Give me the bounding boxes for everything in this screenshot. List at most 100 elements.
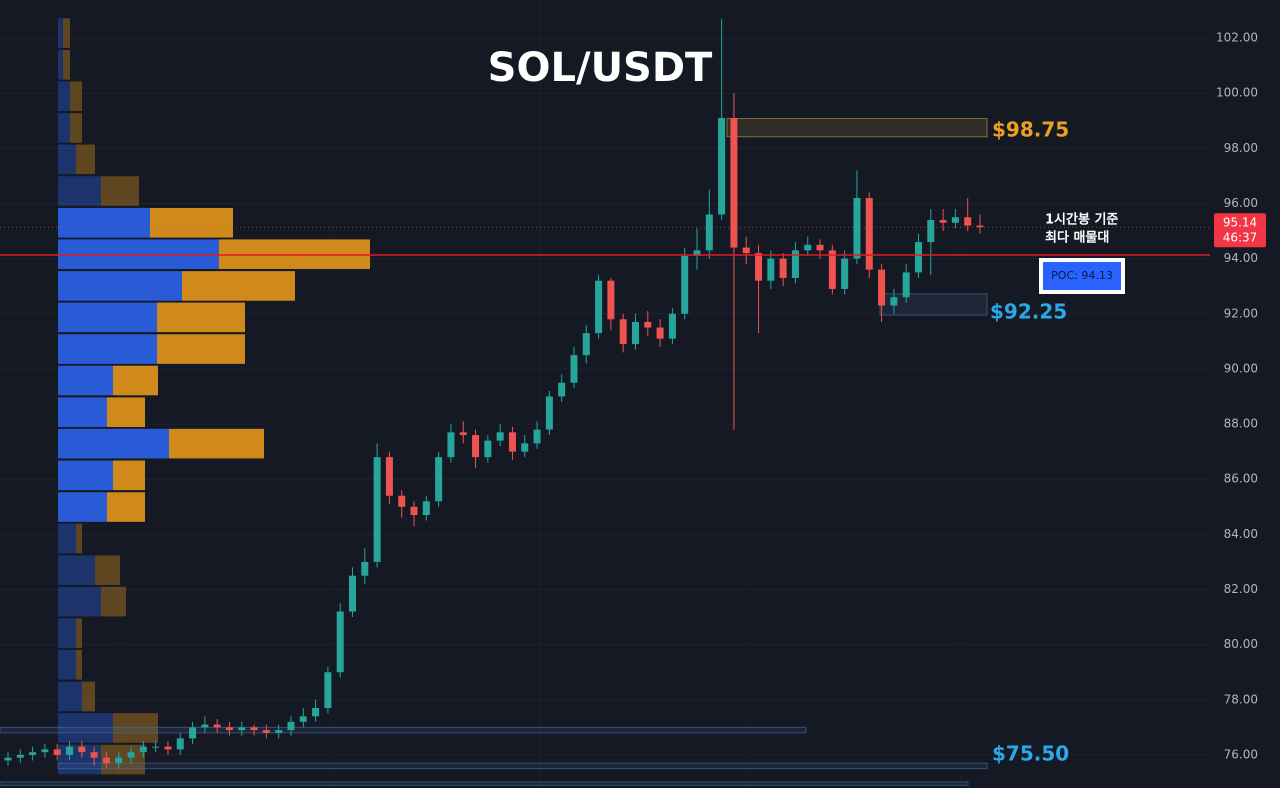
price-tag-countdown: 46:37 — [1223, 231, 1258, 245]
y-tick-label: 102.00 — [1216, 31, 1258, 45]
price-zone — [726, 118, 988, 138]
price-zone — [0, 726, 807, 734]
profile-buy — [58, 397, 107, 427]
chart-title: SOL/USDT — [488, 45, 713, 91]
candle-body — [447, 432, 455, 458]
price-zone — [0, 781, 969, 786]
profile-buy — [58, 681, 82, 712]
profile-sell — [101, 586, 126, 617]
candle-body — [324, 672, 332, 709]
candle-body — [250, 727, 258, 731]
profile-sell — [219, 239, 370, 270]
candle-body — [533, 429, 541, 444]
profile-buy — [58, 176, 101, 206]
profile-sell — [70, 113, 82, 143]
candle-body — [755, 253, 763, 281]
y-tick-label: 100.00 — [1216, 86, 1258, 100]
profile-buy — [58, 523, 76, 554]
candle-body — [4, 757, 12, 761]
candle-body — [828, 250, 836, 289]
y-tick-label: 80.00 — [1224, 637, 1258, 651]
candle-body — [435, 457, 443, 502]
profile-buy — [58, 492, 107, 522]
profile-sell — [182, 271, 295, 301]
profile-sell — [169, 428, 264, 459]
candle-body — [201, 724, 209, 728]
candle-body — [262, 730, 270, 733]
y-tick-label: 84.00 — [1224, 527, 1258, 541]
profile-buy — [58, 81, 70, 112]
profile-sell — [76, 144, 95, 175]
candle-body — [607, 280, 615, 320]
profile-buy — [58, 144, 76, 175]
profile-sell — [82, 681, 95, 712]
note-line: 최다 매물대 — [1045, 230, 1109, 246]
candle-body — [459, 432, 467, 436]
candle-body — [914, 242, 922, 273]
profile-buy — [58, 555, 95, 585]
profile-sell — [107, 397, 145, 427]
candle-body — [878, 269, 886, 306]
profile-sell — [76, 649, 82, 680]
candle-body — [336, 611, 344, 673]
candle-body — [115, 757, 123, 764]
profile-sell — [63, 18, 70, 48]
candle-body — [816, 244, 824, 251]
price-annotation: $75.50 — [992, 742, 1069, 766]
candle-body — [656, 327, 664, 339]
candle-body — [410, 506, 418, 516]
candle-body — [693, 250, 701, 256]
profile-sell — [113, 713, 158, 743]
candle-body — [582, 333, 590, 356]
y-tick-label: 96.00 — [1224, 196, 1258, 210]
y-tick-label: 88.00 — [1224, 417, 1258, 431]
candle-body — [964, 217, 972, 226]
zones — [0, 118, 988, 786]
candle-body — [213, 724, 221, 728]
candle-body — [939, 220, 947, 223]
profile-buy — [58, 586, 101, 617]
candle-body — [66, 746, 74, 755]
candle-body — [164, 746, 172, 750]
candle-body — [631, 322, 639, 345]
candle-body — [53, 749, 61, 755]
profile-sell — [113, 460, 145, 491]
candle-body — [29, 752, 37, 755]
y-tick-label: 76.00 — [1224, 747, 1258, 761]
candle-body — [791, 250, 799, 278]
candle-body — [422, 501, 430, 516]
y-tick-label: 90.00 — [1224, 361, 1258, 375]
candle-body — [853, 197, 861, 259]
candle-body — [976, 225, 984, 228]
candle-body — [705, 214, 713, 251]
candle-body — [619, 319, 627, 345]
profile-sell — [101, 176, 139, 206]
candle-body — [804, 244, 812, 251]
candle-body — [385, 457, 393, 496]
candle-body — [139, 746, 147, 753]
candles — [4, 18, 984, 769]
profile-buy — [58, 428, 169, 459]
candle-body — [299, 716, 307, 722]
y-tick-label: 86.00 — [1224, 472, 1258, 486]
profile-sell — [76, 618, 82, 649]
profile-sell — [70, 81, 82, 112]
candle-body — [890, 297, 898, 306]
candle-body — [189, 727, 197, 739]
candle-body — [275, 730, 283, 733]
poc-box — [1043, 262, 1121, 290]
price-tag-value: 95.14 — [1223, 216, 1257, 230]
candle-body — [312, 708, 320, 717]
candle-body — [127, 752, 135, 758]
candle-body — [361, 561, 369, 576]
y-tick-label: 92.00 — [1224, 306, 1258, 320]
candle-body — [841, 258, 849, 289]
candle-body — [718, 118, 726, 215]
candle-body — [78, 746, 86, 753]
y-tick-label: 78.00 — [1224, 692, 1258, 706]
candle-body — [90, 752, 98, 758]
candle-body — [545, 396, 553, 430]
candle-body — [41, 749, 49, 753]
candle-body — [176, 738, 184, 750]
